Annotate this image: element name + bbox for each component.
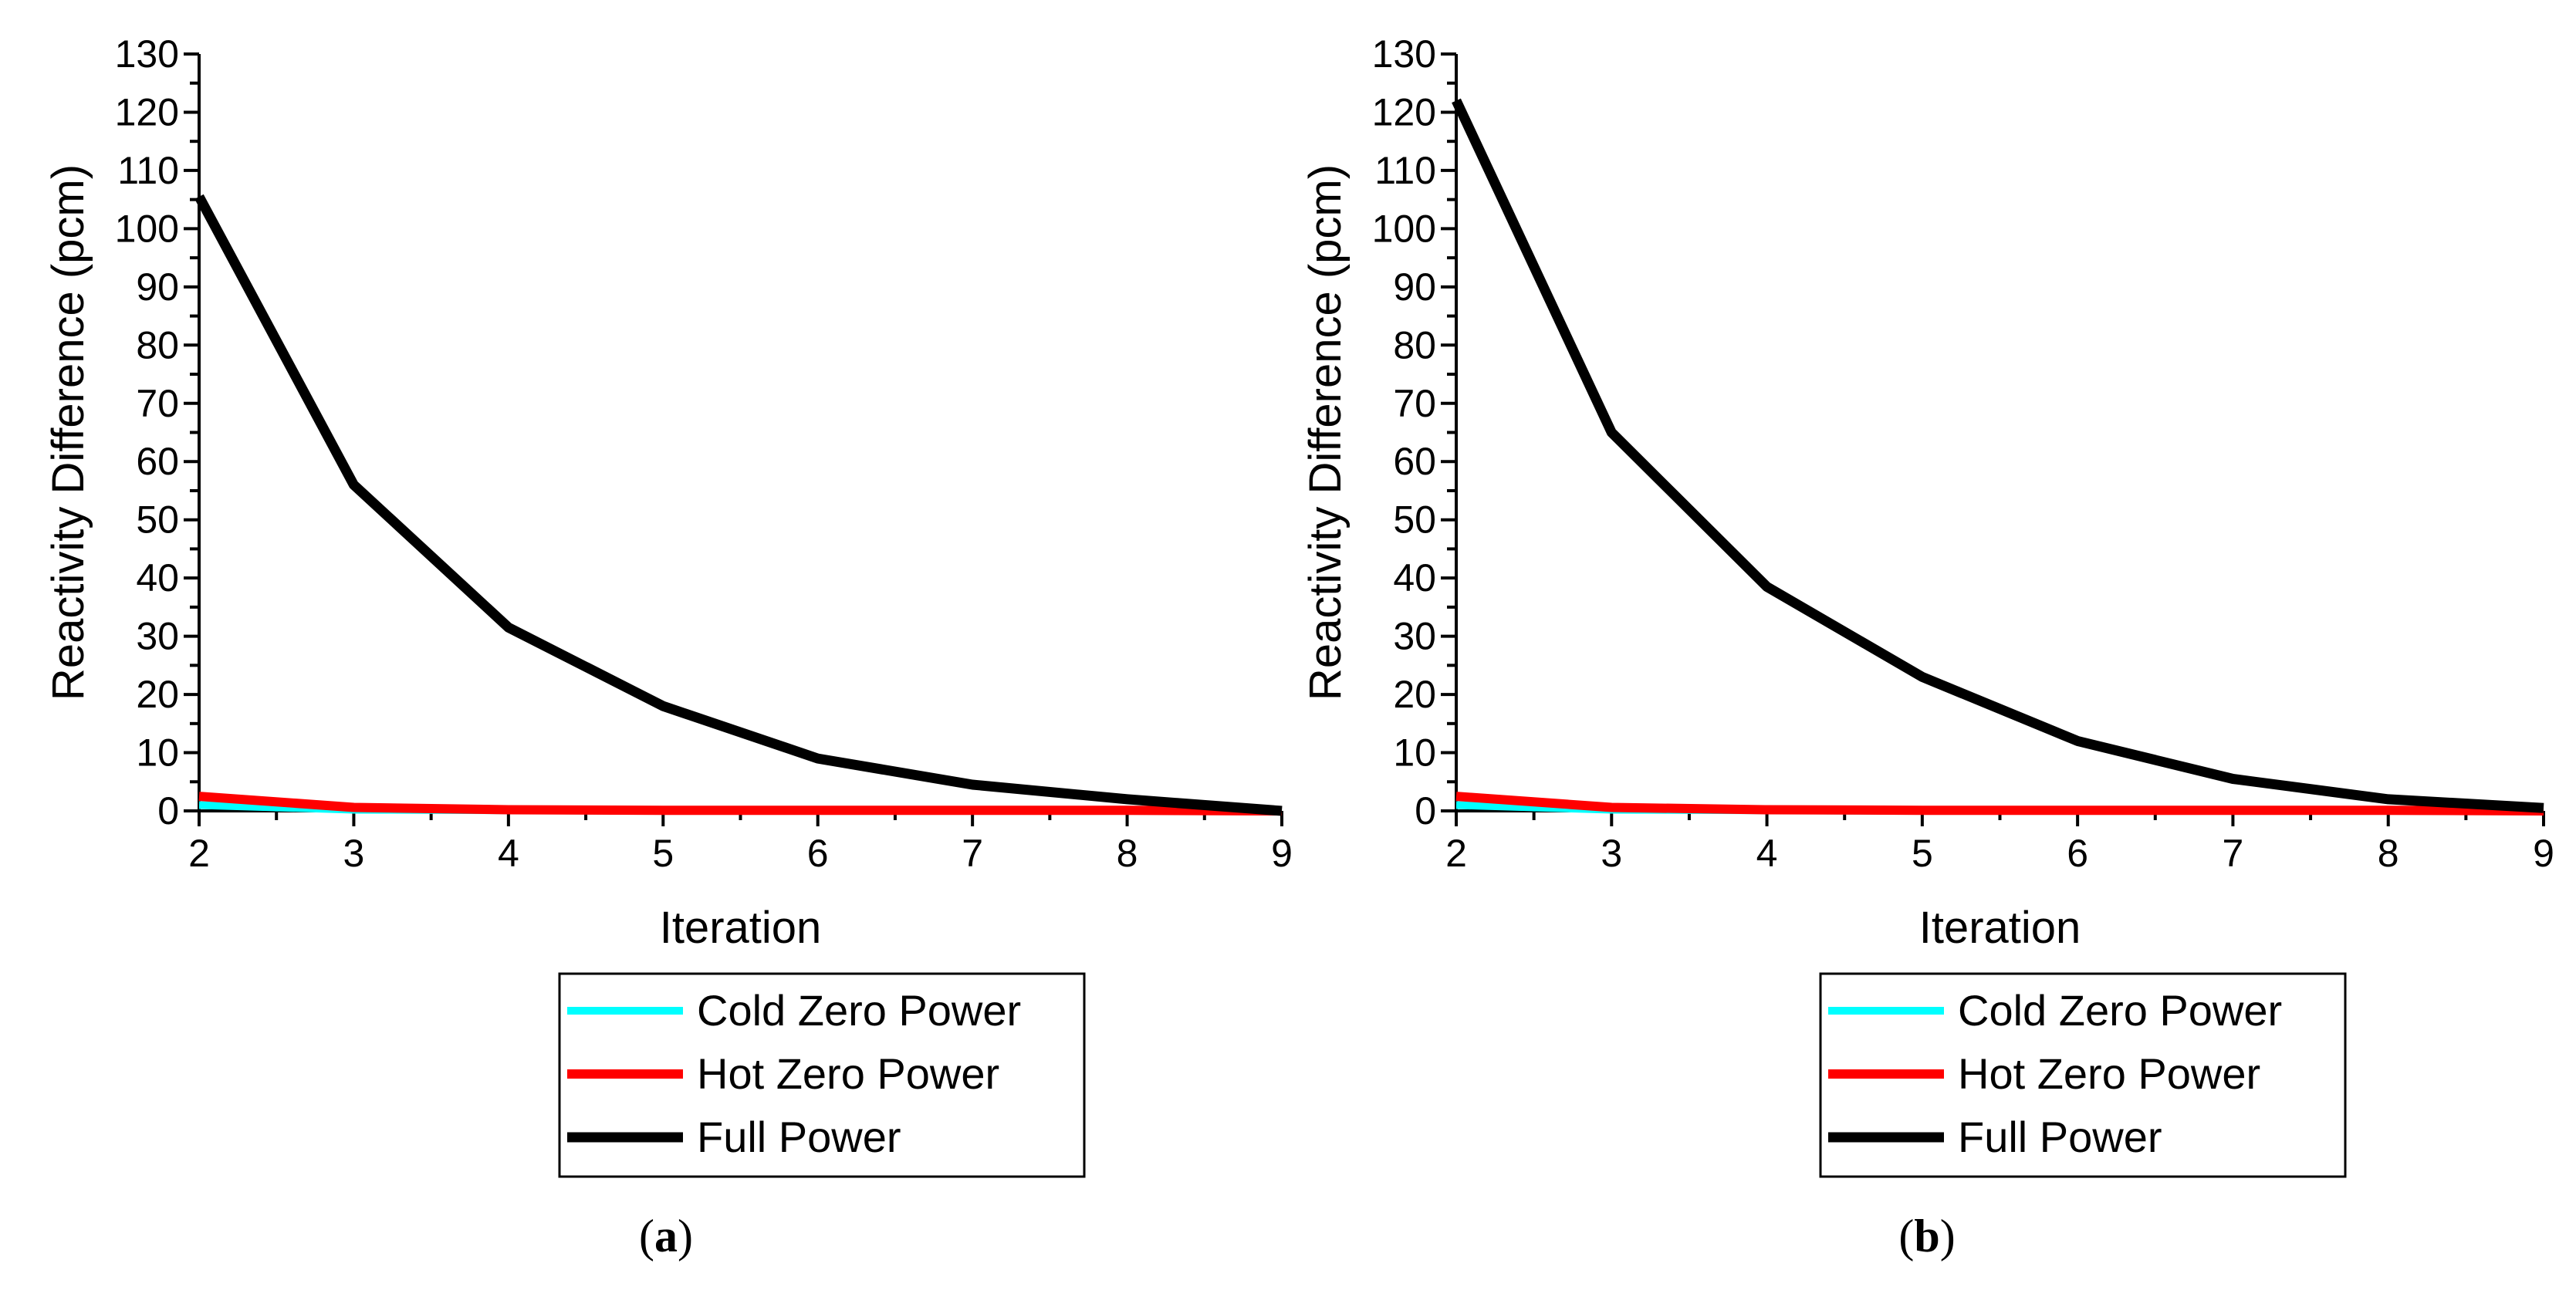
a-y-tick-label: 120 (115, 90, 179, 133)
b-legend-label-hot-zero-power: Hot Zero Power (1958, 1049, 2260, 1098)
a-series-line-hot-zero-power (198, 792, 1283, 816)
a-series-line-full-power (194, 194, 1283, 816)
a-y-tick-label: 80 (136, 323, 179, 366)
b-x-tick-label: 6 (2067, 832, 2088, 875)
a-legend-label-hot-zero-power: Hot Zero Power (697, 1049, 999, 1098)
a-y-tick-label: 30 (136, 615, 179, 658)
b-legend-label-full-power: Full Power (1958, 1113, 2162, 1161)
b-y-tick-label: 60 (1393, 440, 1436, 483)
b-y-tick-label: 110 (1374, 149, 1436, 192)
a-x-tick-label: 6 (807, 832, 829, 875)
a-y-tick-label: 70 (136, 382, 179, 425)
b-x-tick-label: 9 (2533, 832, 2554, 875)
a-x-tick-label: 3 (343, 832, 365, 875)
b-y-tick-label: 70 (1393, 382, 1436, 425)
b-series-line-hot-zero-power (1455, 792, 2544, 816)
a-y-tick-label: 100 (115, 207, 179, 250)
a-legend-label-cold-zero-power: Cold Zero Power (697, 986, 1021, 1035)
b-y-tick-label: 130 (1372, 32, 1436, 76)
a-y-tick-label: 130 (115, 32, 179, 76)
b-legend-label-cold-zero-power: Cold Zero Power (1958, 986, 2282, 1035)
a-y-tick-label: 110 (117, 149, 179, 192)
b-y-tick-label: 40 (1393, 556, 1436, 599)
a-y-axis-title: Reactivity Difference (pcm) (43, 164, 93, 701)
b-x-tick-label: 4 (1756, 832, 1778, 875)
a-y-tick-label: 40 (136, 556, 179, 599)
a-x-axis-title: Iteration (660, 903, 822, 953)
a-x-tick-label: 4 (498, 832, 519, 875)
panel-b-caption: (b) (1898, 1211, 1955, 1261)
chart-panel-b: (b) 0 10 20 30 40 50 60 70 80 90 100 110 120 130 2 3 4 5 6… (1300, 32, 2554, 1261)
a-x-tick-label: 5 (652, 832, 674, 875)
b-y-tick-label: 120 (1372, 90, 1436, 133)
b-series-line-full-power (1452, 98, 2544, 813)
b-x-tick-label: 3 (1601, 832, 1622, 875)
a-y-tick-label: 90 (136, 265, 179, 309)
a-y-tick-label: 0 (157, 789, 179, 832)
b-y-tick-label: 0 (1415, 789, 1436, 832)
b-x-tick-label: 2 (1445, 832, 1467, 875)
a-x-tick-label: 2 (188, 832, 210, 875)
chart-panel-a: (a) 0 10 20 30 40 50 60 70 80 90 100 110 120 130 2 3 4 5 6… (43, 32, 1293, 1261)
b-y-tick-label: 20 (1393, 673, 1436, 716)
b-y-tick-label: 50 (1393, 498, 1436, 542)
a-y-tick-label: 50 (136, 498, 179, 542)
a-x-tick-label: 9 (1271, 832, 1293, 875)
b-y-tick-label: 30 (1393, 615, 1436, 658)
a-x-tick-label: 8 (1117, 832, 1138, 875)
b-y-tick-label: 100 (1372, 207, 1436, 250)
a-y-tick-label: 10 (136, 731, 179, 775)
b-x-tick-label: 7 (2223, 832, 2244, 875)
a-y-tick-label: 20 (136, 673, 179, 716)
b-x-tick-label: 8 (2378, 832, 2399, 875)
b-x-axis-title: Iteration (1919, 903, 2081, 953)
b-y-axis-title: Reactivity Difference (pcm) (1300, 164, 1351, 701)
a-x-tick-label: 7 (962, 832, 983, 875)
a-legend-label-full-power: Full Power (697, 1113, 901, 1161)
a-y-tick-label: 60 (136, 440, 179, 483)
b-y-tick-label: 90 (1393, 265, 1436, 309)
b-y-tick-label: 10 (1393, 731, 1436, 775)
panel-a-caption: (a) (639, 1211, 693, 1261)
b-x-tick-label: 5 (1912, 832, 1933, 875)
b-y-tick-label: 80 (1393, 323, 1436, 366)
